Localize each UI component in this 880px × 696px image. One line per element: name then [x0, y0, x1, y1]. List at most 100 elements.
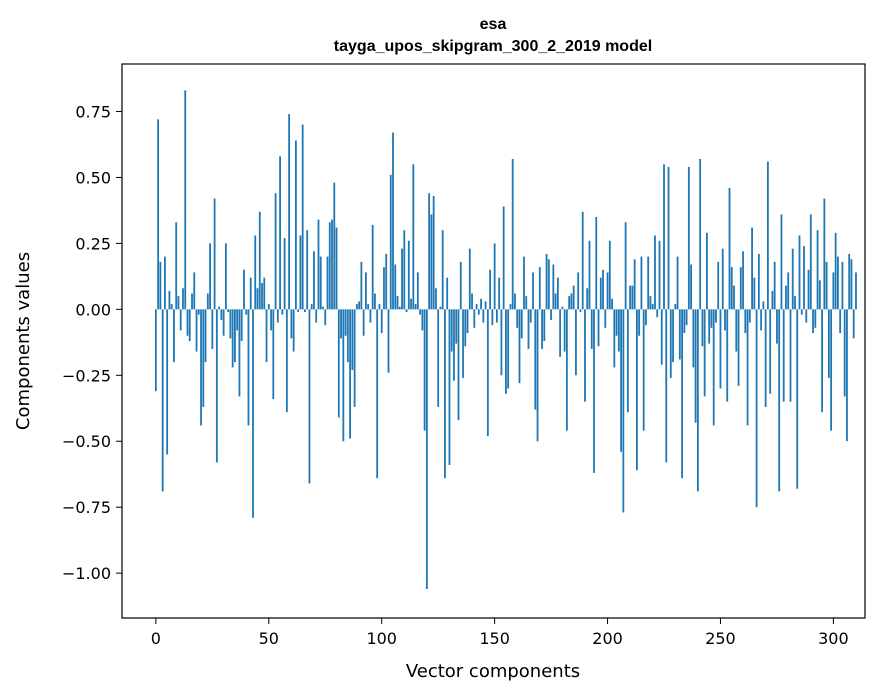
- bar: [615, 309, 618, 336]
- bar: [333, 182, 336, 310]
- bar: [550, 309, 552, 320]
- bar: [231, 309, 234, 368]
- bar: [473, 309, 476, 328]
- bar: [484, 301, 487, 310]
- x-tick-label: 200: [592, 629, 623, 648]
- bar: [362, 309, 365, 336]
- bar: [193, 272, 196, 310]
- bar: [213, 198, 216, 310]
- bar: [344, 309, 347, 336]
- bar: [256, 288, 259, 310]
- bar: [416, 272, 419, 310]
- bar: [787, 272, 790, 310]
- bar: [234, 309, 236, 363]
- bar: [570, 293, 573, 310]
- bar: [394, 264, 397, 310]
- bar: [211, 309, 214, 349]
- bar: [855, 272, 857, 310]
- bar: [545, 253, 548, 310]
- bar: [179, 309, 182, 331]
- bar: [335, 227, 338, 310]
- bar: [739, 267, 742, 310]
- bar: [414, 304, 417, 310]
- bar: [267, 304, 270, 310]
- bar: [292, 309, 295, 352]
- bar: [805, 309, 808, 323]
- x-tick-label: 50: [259, 629, 279, 648]
- bar: [683, 309, 686, 334]
- bar: [355, 304, 358, 310]
- y-axis: −1.00 −0.75 −0.50 −0.25 0.00 0.25 0.50 0.75: [62, 102, 122, 583]
- bar: [337, 309, 340, 418]
- bar: [249, 277, 252, 310]
- bar: [182, 288, 184, 310]
- bar: [640, 256, 643, 310]
- x-tick-label: 150: [479, 629, 510, 648]
- bar: [263, 277, 266, 310]
- bar: [358, 301, 361, 310]
- bar: [215, 309, 218, 463]
- bar: [285, 309, 288, 413]
- bar: [507, 309, 510, 389]
- bar: [703, 309, 706, 397]
- bar: [468, 248, 471, 310]
- bar: [638, 309, 641, 336]
- bar: [654, 235, 656, 310]
- bar: [712, 309, 715, 426]
- bar: [611, 298, 613, 310]
- bar: [771, 290, 774, 310]
- y-tick-label: −0.50: [62, 432, 111, 451]
- bar: [477, 309, 480, 315]
- bar: [184, 90, 187, 310]
- bar: [696, 309, 699, 492]
- bar: [310, 304, 313, 310]
- bar: [559, 309, 562, 357]
- bar: [308, 309, 311, 484]
- bar: [166, 309, 169, 455]
- bar: [669, 309, 672, 378]
- bar: [809, 214, 812, 310]
- bar: [457, 309, 460, 421]
- bar: [389, 174, 392, 310]
- x-axis-label: Vector components: [406, 661, 580, 682]
- bar: [757, 253, 760, 310]
- bar: [593, 309, 595, 473]
- bar: [633, 259, 636, 310]
- bar: [229, 309, 232, 339]
- bar: [313, 251, 315, 310]
- bar: [247, 309, 250, 426]
- bar: [742, 251, 744, 310]
- bar: [764, 309, 767, 407]
- bar: [371, 224, 374, 310]
- bar: [579, 309, 582, 312]
- bar: [441, 230, 444, 310]
- y-tick-label: 0.25: [75, 234, 111, 253]
- bar: [710, 309, 713, 328]
- bar: [735, 309, 738, 352]
- bar: [482, 309, 485, 323]
- bar: [204, 309, 207, 363]
- bar: [852, 309, 855, 339]
- chart-subtitle: tayga_upos_skipgram_300_2_2019 model: [334, 38, 652, 55]
- bar: [690, 264, 693, 310]
- bar: [462, 309, 464, 378]
- bar: [520, 309, 523, 339]
- bar: [602, 269, 604, 310]
- bar: [776, 309, 778, 344]
- bar: [288, 114, 291, 310]
- x-tick-label: 300: [818, 629, 849, 648]
- bar: [663, 164, 665, 310]
- bar: [730, 267, 733, 310]
- bar: [446, 277, 449, 310]
- bar: [649, 296, 652, 310]
- bar: [405, 309, 408, 312]
- bar: [755, 309, 758, 508]
- bar: [785, 285, 787, 310]
- bar: [748, 309, 751, 323]
- bar: [403, 230, 406, 310]
- bar: [850, 259, 853, 310]
- bar: [324, 309, 327, 326]
- bar: [444, 309, 446, 479]
- bar: [222, 309, 225, 336]
- bar: [227, 309, 230, 312]
